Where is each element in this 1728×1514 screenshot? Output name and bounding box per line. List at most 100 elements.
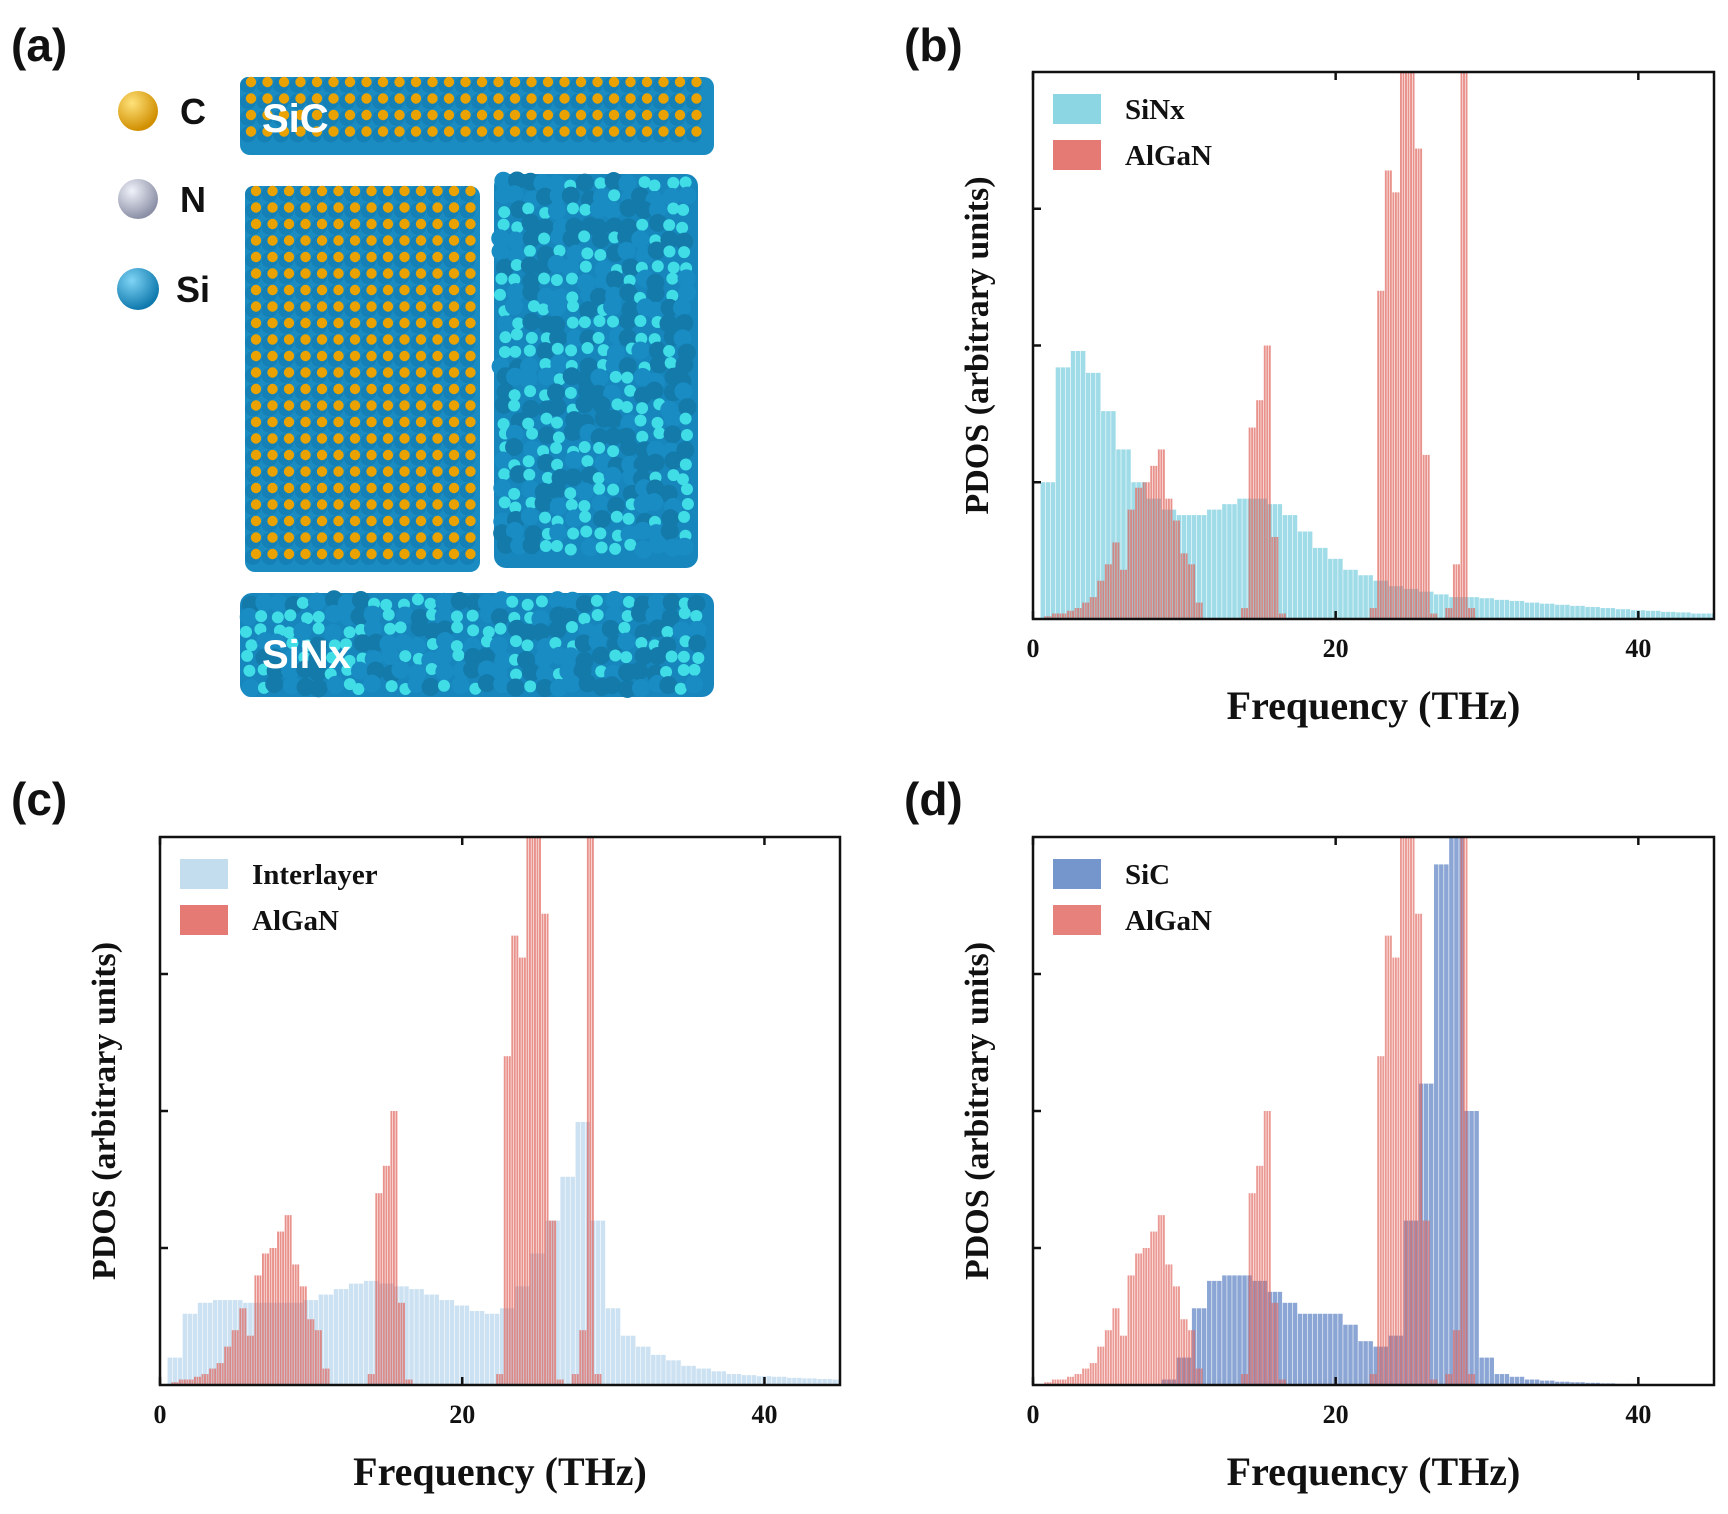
- c-atom: [267, 202, 278, 213]
- c-atom: [432, 202, 443, 213]
- n-atom: [579, 260, 592, 273]
- bar-sinx: [1096, 372, 1101, 619]
- bar-interlayer: [661, 1354, 666, 1385]
- si-atom: [687, 594, 706, 613]
- bar-algan: [1104, 564, 1107, 619]
- c-atom: [250, 548, 262, 560]
- c-atom: [382, 334, 394, 345]
- si-atom: [436, 632, 455, 651]
- si-atom: [363, 619, 382, 638]
- n-atom: [592, 472, 605, 485]
- bar-algan: [1145, 482, 1148, 619]
- bar-interlayer: [338, 1289, 344, 1385]
- bar-interlayer: [419, 1289, 424, 1385]
- c-atom: [283, 416, 295, 428]
- n-atom: [609, 370, 622, 383]
- bar-sinx: [1605, 608, 1610, 619]
- c-atom: [250, 515, 262, 527]
- si-atom: [601, 619, 620, 638]
- bar-algan: [171, 1382, 174, 1385]
- bar-algan: [236, 1330, 239, 1385]
- sinx-slab: [239, 590, 714, 698]
- si-atom: [631, 341, 650, 360]
- bar-sinx: [1701, 613, 1706, 619]
- bar-sic: [1242, 1275, 1247, 1385]
- c-atom: [366, 185, 377, 197]
- n-atom: [523, 344, 536, 357]
- bar-sinx: [1060, 367, 1066, 619]
- si-atom: [662, 593, 681, 612]
- bar-algan: [523, 957, 526, 1385]
- bar-algan: [272, 1248, 274, 1385]
- bar-interlayer: [464, 1305, 470, 1385]
- bar-interlayer: [328, 1294, 334, 1385]
- c-atom: [283, 367, 295, 378]
- c-atom: [641, 126, 653, 137]
- c-atom: [333, 317, 344, 329]
- bar-sinx: [1529, 602, 1535, 619]
- bar-algan: [408, 1379, 410, 1385]
- n-atom: [635, 636, 648, 649]
- bar-algan: [1097, 1346, 1100, 1385]
- c-atom: [267, 350, 278, 362]
- c-atom: [283, 185, 295, 197]
- si-atom: [535, 649, 554, 668]
- n-atom: [425, 663, 438, 676]
- bar-algan: [574, 1374, 577, 1385]
- c-atom: [526, 126, 537, 137]
- n-atom: [539, 511, 552, 524]
- bar-algan: [1195, 1368, 1198, 1385]
- si-atom: [381, 647, 400, 666]
- si-atom: [630, 604, 649, 623]
- c-atom: [366, 367, 377, 378]
- bar-sinx: [1111, 411, 1116, 619]
- c-atom: [465, 235, 476, 246]
- si-atom: [269, 594, 288, 613]
- c-atom: [295, 93, 306, 104]
- c-atom: [432, 515, 443, 527]
- bar-sinx: [1474, 597, 1479, 619]
- si-atom: [618, 357, 637, 376]
- bar-sinx: [1671, 611, 1676, 619]
- c-atom: [399, 416, 410, 428]
- n-atom: [284, 609, 297, 622]
- bar-sinx: [1585, 606, 1590, 619]
- bar-interlayer: [429, 1294, 434, 1385]
- c-atom: [366, 383, 377, 395]
- n-atom: [660, 666, 673, 679]
- n-atom: [634, 414, 647, 427]
- si-atom: [239, 607, 258, 626]
- bar-algan: [1150, 1231, 1153, 1385]
- si-atom: [566, 329, 585, 348]
- bar-algan: [1455, 1330, 1458, 1385]
- bar-algan: [176, 1382, 179, 1385]
- c-atom: [300, 433, 311, 444]
- si-atom: [590, 368, 609, 387]
- bar-algan: [1082, 1368, 1085, 1385]
- c-atom: [509, 109, 521, 121]
- n-atom: [535, 595, 548, 608]
- c-atom: [300, 334, 311, 345]
- n-atom: [681, 497, 694, 510]
- c-atom: [283, 482, 295, 494]
- bar-interlayer: [782, 1376, 787, 1385]
- bar-sinx: [1494, 599, 1500, 619]
- bar-algan: [292, 1264, 295, 1385]
- si-atom: [648, 200, 667, 219]
- bar-algan: [1112, 1308, 1115, 1385]
- c-atom: [415, 433, 427, 444]
- si-atom: [266, 661, 285, 680]
- bar-sic: [1318, 1313, 1323, 1385]
- n-atom: [636, 218, 649, 231]
- c-atom: [674, 93, 686, 104]
- bar-algan: [1162, 1215, 1165, 1385]
- c-atom: [333, 185, 344, 197]
- bar-sic: [1469, 1111, 1474, 1385]
- n-atom: [498, 468, 511, 481]
- bar-algan: [1198, 1368, 1201, 1385]
- c-atom: [283, 268, 295, 279]
- bar-algan: [377, 1193, 380, 1385]
- n-atom: [565, 621, 578, 634]
- si-atom: [534, 494, 553, 513]
- si-atom: [565, 509, 584, 528]
